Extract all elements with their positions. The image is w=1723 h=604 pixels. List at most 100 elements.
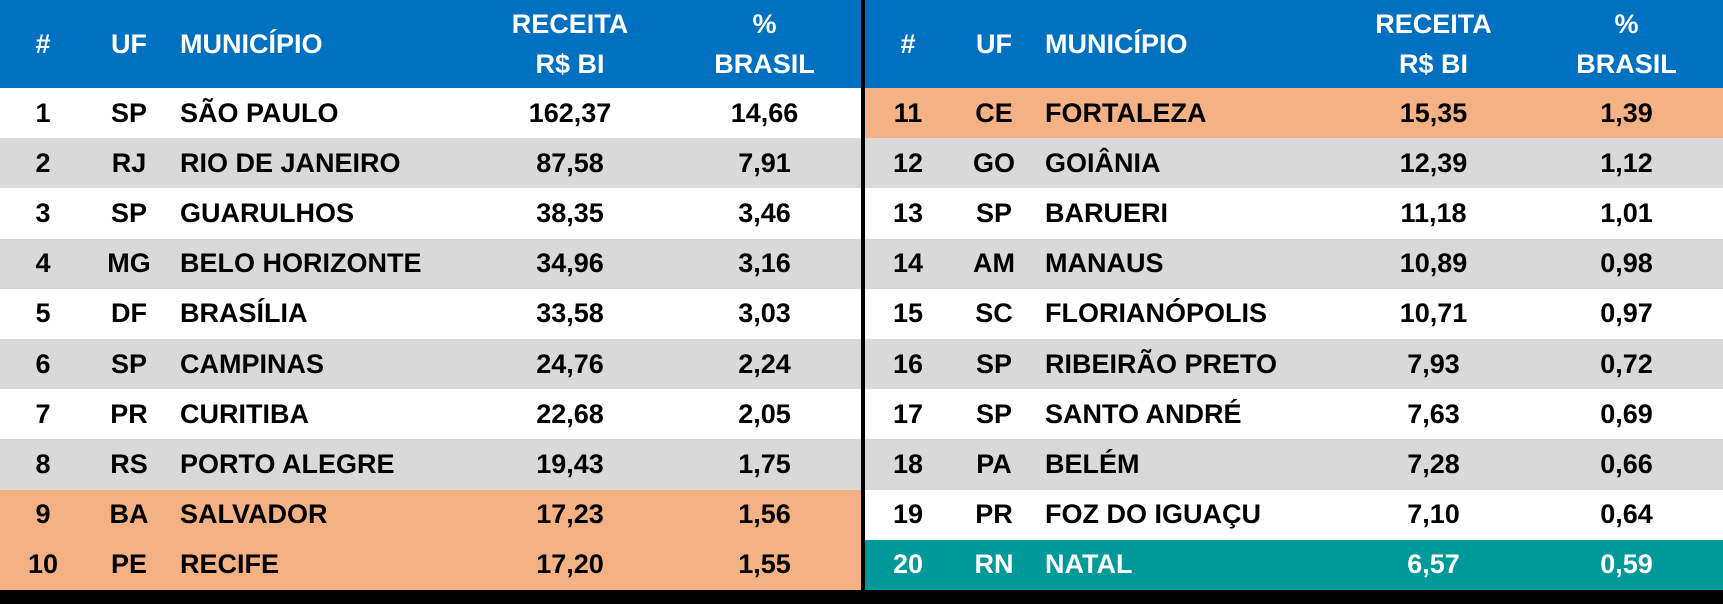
cell-uf: GO xyxy=(951,138,1037,189)
cell-receita: 10,71 xyxy=(1337,288,1530,339)
cell-municipio: NATAL xyxy=(1037,539,1337,590)
cell-receita: 15,35 xyxy=(1337,88,1530,139)
cell-uf: SP xyxy=(86,88,172,139)
cell-municipio: PORTO ALEGRE xyxy=(172,439,472,490)
table-row: 20 RN NATAL 6,57 0,59 xyxy=(865,539,1723,590)
table-body-left: 1 SP SÃO PAULO 162,37 14,66 2 RJ RIO DE JANEIRO… xyxy=(0,88,861,590)
cell-pct: 0,64 xyxy=(1530,489,1723,540)
cell-rank: 5 xyxy=(0,288,86,339)
cell-pct: 1,75 xyxy=(668,439,861,490)
table-row: 12 GO GOIÂNIA 12,39 1,12 xyxy=(865,138,1723,189)
header-pct-line1: % xyxy=(752,9,777,39)
cell-pct: 1,12 xyxy=(1530,138,1723,189)
header-receita: RECEITA R$ BI xyxy=(1337,0,1530,88)
cell-municipio: BELO HORIZONTE xyxy=(172,238,472,289)
cell-uf: SP xyxy=(86,188,172,239)
cell-receita: 7,93 xyxy=(1337,338,1530,390)
cell-rank: 14 xyxy=(865,238,951,289)
cell-uf: MG xyxy=(86,238,172,289)
table-row: 8 RS PORTO ALEGRE 19,43 1,75 xyxy=(0,439,861,490)
cell-municipio: SALVADOR xyxy=(172,489,472,540)
cell-pct: 0,59 xyxy=(1530,539,1723,590)
cell-receita: 10,89 xyxy=(1337,238,1530,289)
cell-receita: 38,35 xyxy=(472,188,668,239)
cell-receita: 17,20 xyxy=(472,539,668,590)
cell-rank: 20 xyxy=(865,539,951,590)
cell-rank: 7 xyxy=(0,389,86,440)
cell-receita: 162,37 xyxy=(472,88,668,139)
header-row: # UF MUNICÍPIO RECEITA R$ BI % BRASIL xyxy=(865,0,1723,88)
table-row: 5 DF BRASÍLIA 33,58 3,03 xyxy=(0,288,861,339)
table-row: 15 SC FLORIANÓPOLIS 10,71 0,97 xyxy=(865,288,1723,339)
cell-uf: CE xyxy=(951,88,1037,139)
ranking-table-11-20: # UF MUNICÍPIO RECEITA R$ BI % BRASIL 11… xyxy=(865,0,1723,590)
table-row: 19 PR FOZ DO IGUAÇU 7,10 0,64 xyxy=(865,489,1723,540)
cell-uf: AM xyxy=(951,238,1037,289)
cell-pct: 3,03 xyxy=(668,288,861,339)
cell-municipio: RIO DE JANEIRO xyxy=(172,138,472,189)
cell-rank: 11 xyxy=(865,88,951,139)
cell-receita: 11,18 xyxy=(1337,188,1530,239)
cell-uf: SP xyxy=(86,338,172,390)
cell-uf: PA xyxy=(951,439,1037,490)
table-row: 18 PA BELÉM 7,28 0,66 xyxy=(865,439,1723,490)
cell-municipio: FORTALEZA xyxy=(1037,88,1337,139)
table-row: 2 RJ RIO DE JANEIRO 87,58 7,91 xyxy=(0,138,861,189)
cell-municipio: BARUERI xyxy=(1037,188,1337,239)
table-body-right: 11 CE FORTALEZA 15,35 1,39 12 GO GOIÂNIA 12,39 1,… xyxy=(865,88,1723,590)
cell-receita: 87,58 xyxy=(472,138,668,189)
cell-rank: 18 xyxy=(865,439,951,490)
cell-municipio: MANAUS xyxy=(1037,238,1337,289)
cell-uf: SP xyxy=(951,188,1037,239)
cell-rank: 15 xyxy=(865,288,951,339)
cell-receita: 19,43 xyxy=(472,439,668,490)
cell-pct: 0,98 xyxy=(1530,238,1723,289)
cell-uf: RN xyxy=(951,539,1037,590)
cell-rank: 3 xyxy=(0,188,86,239)
cell-municipio: CAMPINAS xyxy=(172,338,472,390)
table-row: 16 SP RIBEIRÃO PRETO 7,93 0,72 xyxy=(865,338,1723,390)
cell-pct: 7,91 xyxy=(668,138,861,189)
cell-pct: 0,69 xyxy=(1530,389,1723,440)
cell-receita: 34,96 xyxy=(472,238,668,289)
cell-pct: 1,39 xyxy=(1530,88,1723,139)
cell-receita: 22,68 xyxy=(472,389,668,440)
cell-rank: 17 xyxy=(865,389,951,440)
header-receita-line1: RECEITA xyxy=(511,9,629,39)
cell-uf: DF xyxy=(86,288,172,339)
cell-receita: 12,39 xyxy=(1337,138,1530,189)
table-row: 1 SP SÃO PAULO 162,37 14,66 xyxy=(0,88,861,139)
cell-receita: 24,76 xyxy=(472,338,668,390)
header-receita: RECEITA R$ BI xyxy=(472,0,668,88)
header-pct-line2: BRASIL xyxy=(714,49,815,79)
cell-pct: 0,97 xyxy=(1530,288,1723,339)
table-row: 14 AM MANAUS 10,89 0,98 xyxy=(865,238,1723,289)
header-municipio: MUNICÍPIO xyxy=(172,0,472,88)
header-uf: UF xyxy=(86,0,172,88)
cell-receita: 7,10 xyxy=(1337,489,1530,540)
cell-rank: 2 xyxy=(0,138,86,189)
cell-municipio: FLORIANÓPOLIS xyxy=(1037,288,1337,339)
table-row: 17 SP SANTO ANDRÉ 7,63 0,69 xyxy=(865,389,1723,440)
ranking-table-right: # UF MUNICÍPIO RECEITA R$ BI % BRASIL 11… xyxy=(865,0,1723,590)
cell-pct: 3,16 xyxy=(668,238,861,289)
cell-municipio: FOZ DO IGUAÇU xyxy=(1037,489,1337,540)
cell-rank: 12 xyxy=(865,138,951,189)
cell-receita: 6,57 xyxy=(1337,539,1530,590)
cell-rank: 1 xyxy=(0,88,86,139)
header-pct-line2: BRASIL xyxy=(1576,49,1677,79)
cell-pct: 1,01 xyxy=(1530,188,1723,239)
cell-rank: 9 xyxy=(0,489,86,540)
cell-uf: PR xyxy=(951,489,1037,540)
cell-rank: 4 xyxy=(0,238,86,289)
table-row: 7 PR CURITIBA 22,68 2,05 xyxy=(0,389,861,440)
cell-pct: 2,24 xyxy=(668,338,861,390)
cell-municipio: GOIÂNIA xyxy=(1037,138,1337,189)
table-row: 3 SP GUARULHOS 38,35 3,46 xyxy=(0,188,861,239)
header-municipio: MUNICÍPIO xyxy=(1037,0,1337,88)
table-row: 4 MG BELO HORIZONTE 34,96 3,16 xyxy=(0,238,861,289)
cell-pct: 0,72 xyxy=(1530,338,1723,390)
header-row: # UF MUNICÍPIO RECEITA R$ BI % BRASIL xyxy=(0,0,861,88)
